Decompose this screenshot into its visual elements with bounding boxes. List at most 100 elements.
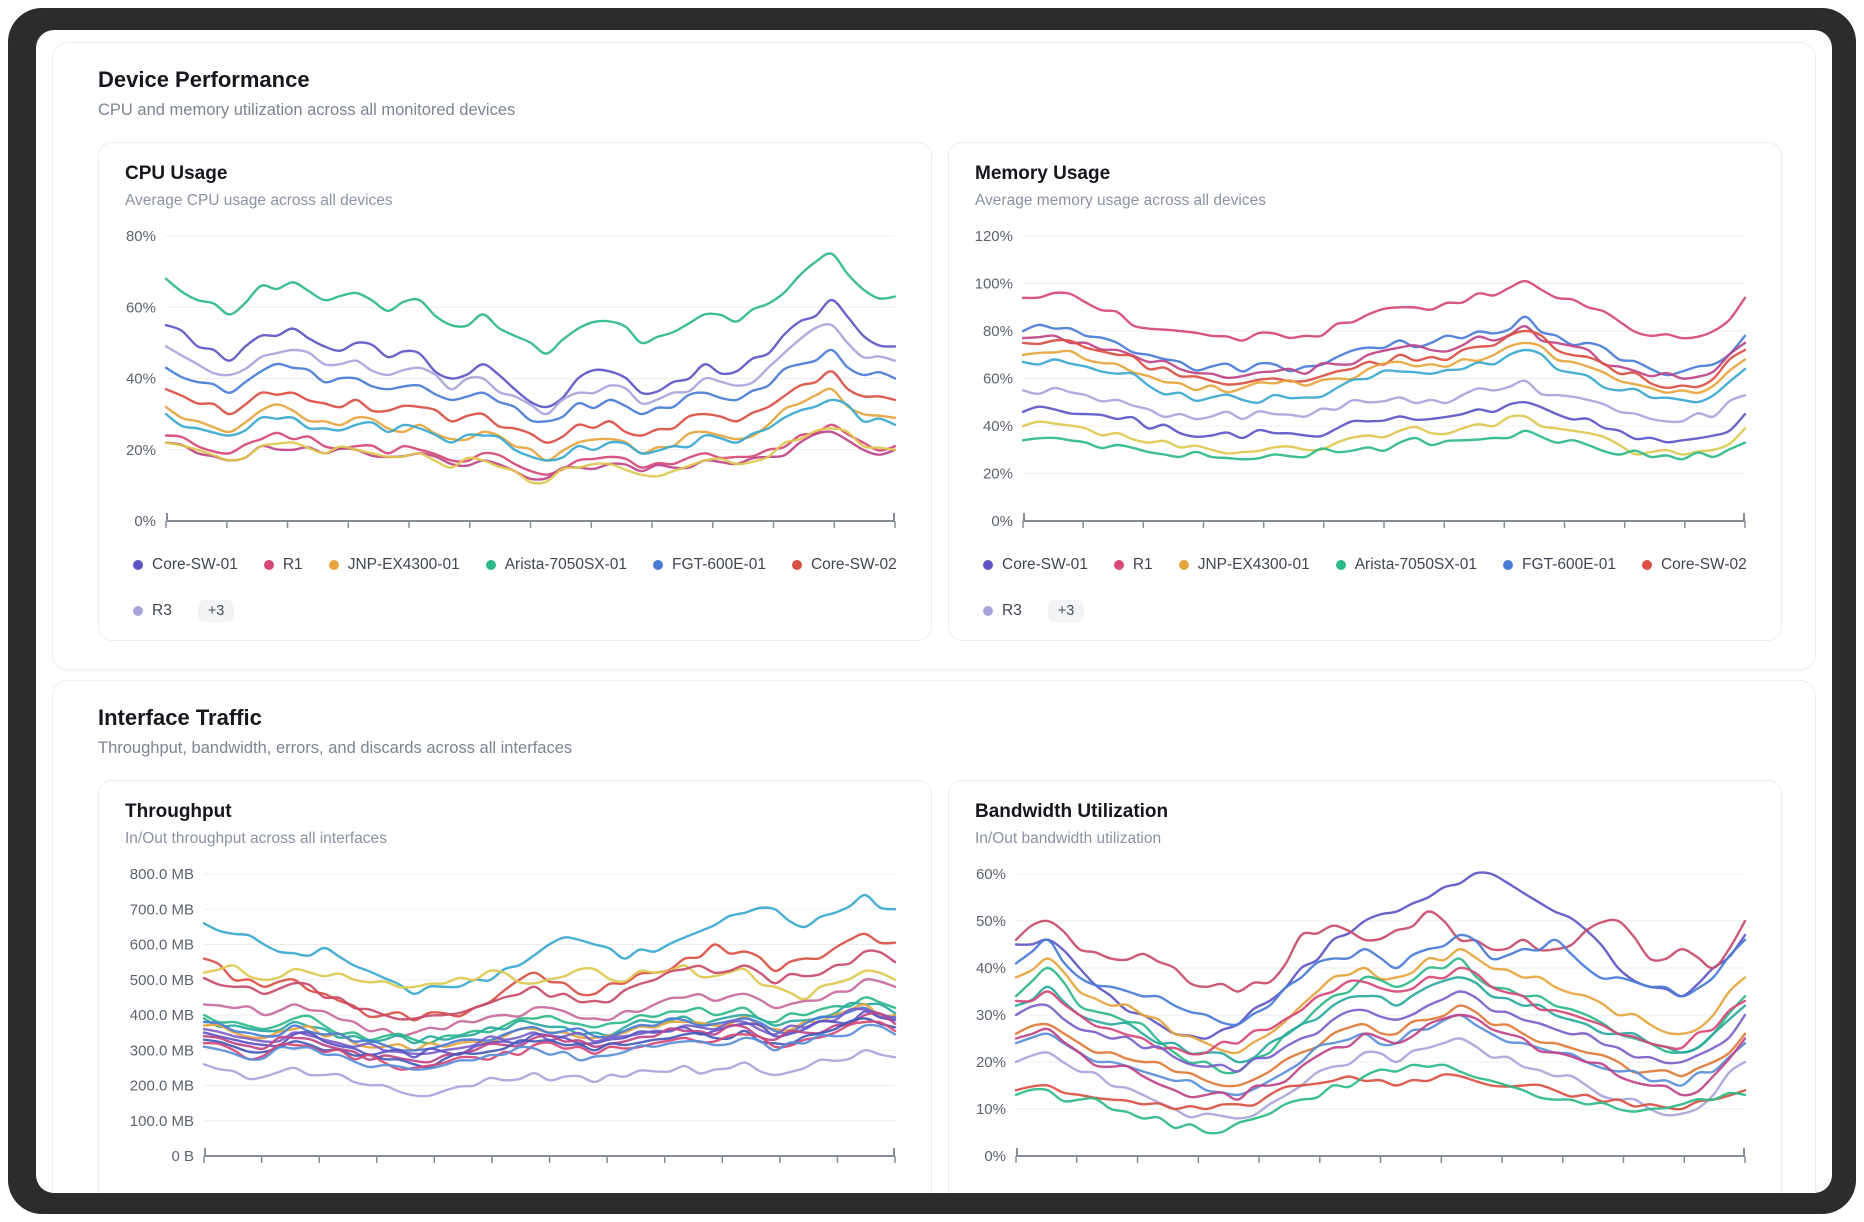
legend-item[interactable]: Gi0/0 – Core-SW-01 bbox=[133, 1192, 292, 1193]
series-line bbox=[1021, 279, 1747, 342]
card-throughput: Throughput In/Out throughput across all … bbox=[98, 780, 932, 1193]
svg-text:10%: 10% bbox=[976, 1101, 1006, 1118]
series-line bbox=[202, 1001, 897, 1045]
card-memory-usage: Memory Usage Average memory usage across… bbox=[948, 142, 1782, 641]
legend-item[interactable]: Arista-7050SX-01 bbox=[485, 556, 628, 574]
series-line bbox=[1014, 976, 1747, 1064]
section-title: Device Performance bbox=[98, 67, 310, 92]
series-line bbox=[164, 322, 897, 416]
svg-text:40%: 40% bbox=[976, 960, 1006, 977]
legend-item[interactable]: Ethernet1 – Arista-7050SX-01 bbox=[1518, 1192, 1743, 1193]
svg-text:700.0 MB: 700.0 MB bbox=[130, 901, 194, 918]
legend-label: R1 bbox=[282, 556, 303, 573]
legend-overflow-badge[interactable]: +3 bbox=[197, 600, 235, 622]
series-line bbox=[1014, 1013, 1747, 1101]
section-subtitle: CPU and memory utilization across all mo… bbox=[98, 101, 516, 119]
series-line bbox=[1014, 948, 1747, 1055]
series-line bbox=[1021, 429, 1747, 461]
series-line bbox=[202, 978, 897, 1038]
legend-label: Arista-7050SX-01 bbox=[504, 556, 628, 573]
chart-title: Throughput bbox=[125, 801, 232, 822]
series-line bbox=[202, 1049, 897, 1098]
series-line bbox=[1014, 1004, 1747, 1088]
legend-dot-icon bbox=[133, 606, 143, 616]
series-line bbox=[164, 298, 897, 409]
throughput-chart[interactable]: 0 B 100.0 MB 200.0 MB 300.0 MB 400.0 MB 500.0… bbox=[125, 860, 905, 1180]
series-line bbox=[202, 1017, 897, 1069]
series-line bbox=[1021, 325, 1747, 380]
dashboard-page: Device Performance CPU and memory utiliz… bbox=[36, 30, 1832, 1193]
series-line bbox=[164, 370, 897, 444]
legend-dot-icon bbox=[1335, 560, 1346, 570]
throughput-legend: Gi0/0 – Core-SW-01 Gi0/1 – R1 xe-0/0/0 – J… bbox=[125, 1192, 905, 1193]
series-line bbox=[1014, 933, 1747, 1027]
legend-label: Ethernet1 – Arista-7050SX-01 bbox=[687, 1192, 893, 1193]
legend-dot-icon bbox=[1641, 560, 1652, 570]
legend-item[interactable]: R1 bbox=[263, 556, 303, 574]
legend-item[interactable]: Core-SW-01 bbox=[983, 556, 1088, 574]
series-line bbox=[1021, 341, 1747, 395]
chart-title: CPU Usage bbox=[125, 163, 228, 184]
chart-subtitle: Average memory usage across all devices bbox=[975, 192, 1266, 209]
legend-item[interactable]: Gi0/1 – R1 bbox=[318, 1192, 411, 1193]
bandwidth-utilization-chart[interactable]: 0% 10% 20% 30% 40% 50% 60% bbox=[975, 860, 1755, 1180]
svg-text:0 B: 0 B bbox=[171, 1148, 194, 1165]
cpu-usage-chart[interactable]: 0% 20% 40% 60% 80% bbox=[125, 222, 905, 544]
series-line bbox=[164, 430, 897, 481]
legend-item[interactable]: Core-SW-01 bbox=[133, 556, 238, 574]
section-device-performance: Device Performance CPU and memory utiliz… bbox=[52, 42, 1816, 670]
svg-text:60%: 60% bbox=[983, 371, 1013, 388]
chart-title: Bandwidth Utilization bbox=[975, 801, 1169, 822]
series-line bbox=[1014, 990, 1747, 1073]
svg-text:60%: 60% bbox=[126, 299, 156, 316]
legend-label: Core-SW-02 bbox=[1660, 556, 1747, 573]
series-line bbox=[1021, 329, 1747, 390]
series-line bbox=[202, 1023, 897, 1071]
card-cpu-usage: CPU Usage Average CPU usage across all d… bbox=[98, 142, 932, 641]
legend-item[interactable]: xe-0/0/0 – JNP-EX4300-01 bbox=[437, 1192, 641, 1193]
series-line bbox=[164, 398, 897, 462]
legend-item[interactable]: Ethernet1 – Arista-7050SX-01 bbox=[668, 1192, 893, 1193]
svg-text:50%: 50% bbox=[976, 913, 1006, 930]
svg-text:100.0 MB: 100.0 MB bbox=[130, 1113, 194, 1130]
legend-item[interactable]: JNP-EX4300-01 bbox=[328, 556, 460, 574]
legend-item[interactable]: R3 bbox=[983, 602, 1022, 620]
legend-item[interactable]: Core-SW-02 bbox=[791, 556, 897, 574]
memory-usage-chart[interactable]: 0% 20% 40% 60% 80% 100% 120% bbox=[975, 222, 1755, 544]
legend-item[interactable]: JNP-EX4300-01 bbox=[1178, 556, 1310, 574]
legend-item[interactable]: xe-0/0/0 – JNP-EX4300-01 bbox=[1287, 1192, 1491, 1193]
legend-label: xe-0/0/0 – JNP-EX4300-01 bbox=[1306, 1192, 1491, 1193]
legend-dot-icon bbox=[983, 606, 993, 616]
legend-item[interactable]: FGT-600E-01 bbox=[653, 556, 766, 574]
legend-dot-icon bbox=[653, 560, 664, 570]
svg-text:20%: 20% bbox=[976, 1054, 1006, 1071]
series-line bbox=[1021, 379, 1747, 424]
legend-item[interactable]: R1 bbox=[1113, 556, 1153, 574]
legend-label: Core-SW-01 bbox=[1002, 556, 1088, 573]
svg-text:0%: 0% bbox=[984, 1148, 1006, 1165]
legend-item[interactable]: Core-SW-02 bbox=[1641, 556, 1747, 574]
series-line bbox=[164, 423, 897, 476]
legend-overflow-badge[interactable]: +3 bbox=[1047, 600, 1085, 622]
legend-item[interactable]: R3 bbox=[133, 602, 172, 620]
svg-text:400.0 MB: 400.0 MB bbox=[130, 1007, 194, 1024]
legend-item[interactable]: FGT-600E-01 bbox=[1503, 556, 1616, 574]
series-line bbox=[164, 387, 897, 462]
series-line bbox=[202, 996, 897, 1045]
series-line bbox=[202, 1020, 897, 1071]
legend-label: JNP-EX4300-01 bbox=[1197, 556, 1310, 573]
series-line bbox=[1014, 1063, 1747, 1135]
legend-item[interactable]: Gi0/0 – Core-SW-01 bbox=[983, 1192, 1142, 1193]
svg-text:120%: 120% bbox=[975, 228, 1013, 245]
legend-item[interactable]: Gi0/1 – R1 bbox=[1168, 1192, 1261, 1193]
series-line bbox=[202, 964, 897, 1001]
legend-item[interactable]: Arista-7050SX-01 bbox=[1335, 556, 1478, 574]
legend-dot-icon bbox=[1503, 560, 1514, 570]
legend-label: Arista-7050SX-01 bbox=[1354, 556, 1478, 573]
svg-text:40%: 40% bbox=[126, 371, 156, 388]
memory-usage-legend: Core-SW-01 R1 JNP-EX4300-01 Arista-7050SX-0… bbox=[975, 556, 1755, 622]
legend-label: Core-SW-02 bbox=[810, 556, 897, 573]
legend-label: xe-0/0/0 – JNP-EX4300-01 bbox=[456, 1192, 641, 1193]
chart-title: Memory Usage bbox=[975, 163, 1111, 184]
section-title: Interface Traffic bbox=[98, 705, 262, 730]
